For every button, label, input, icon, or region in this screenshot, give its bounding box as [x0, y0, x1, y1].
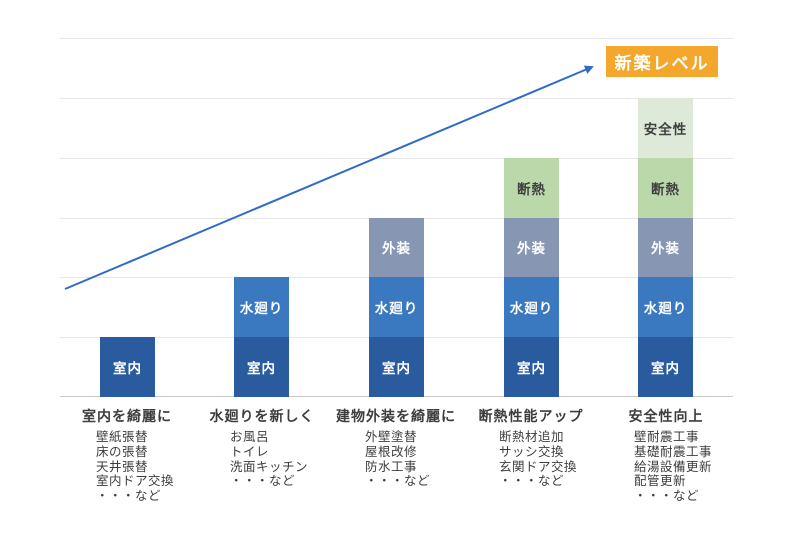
list-item: ・・・など	[634, 489, 700, 504]
list-item: 配管更新	[634, 474, 687, 489]
list-item: 基礎耐震工事	[634, 444, 713, 459]
bar-segment-interior: 室内	[638, 337, 693, 397]
list-item: ・・・など	[499, 474, 565, 489]
list-item: 天井張替	[96, 459, 149, 474]
bar-segment-safety: 安全性	[638, 97, 693, 158]
bar-segment-interior: 室内	[369, 337, 424, 397]
bar-exterior-clean: 室内 水廻り 外装	[369, 217, 424, 397]
gridline	[60, 97, 733, 99]
list-item: 断熱材追加	[499, 430, 565, 444]
bar-segment-water: 水廻り	[234, 277, 289, 338]
category-title: 建物外装を綺麗に	[336, 408, 456, 424]
category-items: お風呂 トイレ 洗面キッチン ・・・など	[230, 430, 308, 489]
list-item: 玄関ドア交換	[499, 459, 578, 474]
category-title: 水廻りを新しく	[209, 408, 315, 424]
list-item: サッシ交換	[499, 444, 565, 459]
list-item: ・・・など	[230, 474, 296, 489]
bar-interior-clean: 室内	[100, 337, 155, 397]
bar-segment-interior: 室内	[100, 337, 155, 397]
bar-segment-exterior: 外装	[504, 217, 559, 278]
chart-plot-area: 室内 室内 水廻り 室内 水廻り 外装 室内 水廻り 外装 断熱 室内 水廻り …	[60, 38, 733, 397]
category-items: 壁紙張替 床の張替 天井張替 室内ドア交換 ・・・など	[96, 430, 174, 504]
list-item: 屋根改修	[365, 444, 418, 459]
bar-segment-exterior: 外装	[369, 217, 424, 278]
category-title: 室内を綺麗に	[82, 408, 172, 424]
bar-water-renew: 室内 水廻り	[234, 277, 289, 397]
bar-segment-insulation: 断熱	[504, 157, 559, 218]
bar-safety-up: 室内 水廻り 外装 断熱 安全性	[638, 97, 693, 397]
category-items: 壁耐震工事 基礎耐震工事 給湯設備更新 配管更新 ・・・など	[634, 430, 712, 504]
list-item: 洗面キッチン	[230, 459, 309, 474]
bar-segment-water: 水廻り	[369, 277, 424, 338]
list-item: ・・・など	[96, 489, 162, 504]
new-build-level-badge: 新築レベル	[606, 46, 718, 77]
list-item: 壁耐震工事	[634, 430, 700, 444]
list-item: 床の張替	[96, 444, 149, 459]
gridline	[60, 38, 733, 39]
category-title: 安全性向上	[628, 408, 704, 424]
bar-segment-interior: 室内	[234, 337, 289, 397]
bar-segment-water: 水廻り	[504, 277, 559, 338]
category-items: 断熱材追加 サッシ交換 玄関ドア交換 ・・・など	[499, 430, 577, 489]
list-item: ・・・など	[365, 474, 431, 489]
bar-segment-insulation: 断熱	[638, 157, 693, 218]
gridline	[60, 157, 733, 159]
list-item: お風呂	[230, 430, 270, 444]
bar-insulation-up: 室内 水廻り 外装 断熱	[504, 157, 559, 397]
list-item: 室内ドア交換	[96, 474, 175, 489]
list-item: 壁紙張替	[96, 430, 149, 444]
bar-segment-exterior: 外装	[638, 217, 693, 278]
bar-segment-interior: 室内	[504, 337, 559, 397]
list-item: トイレ	[230, 444, 270, 459]
list-item: 防水工事	[365, 459, 418, 474]
list-item: 外壁塗替	[365, 430, 418, 444]
category-items: 外壁塗替 屋根改修 防水工事 ・・・など	[365, 430, 430, 489]
bar-segment-water: 水廻り	[638, 277, 693, 338]
list-item: 給湯設備更新	[634, 459, 713, 474]
category-title: 断熱性能アップ	[478, 408, 584, 424]
